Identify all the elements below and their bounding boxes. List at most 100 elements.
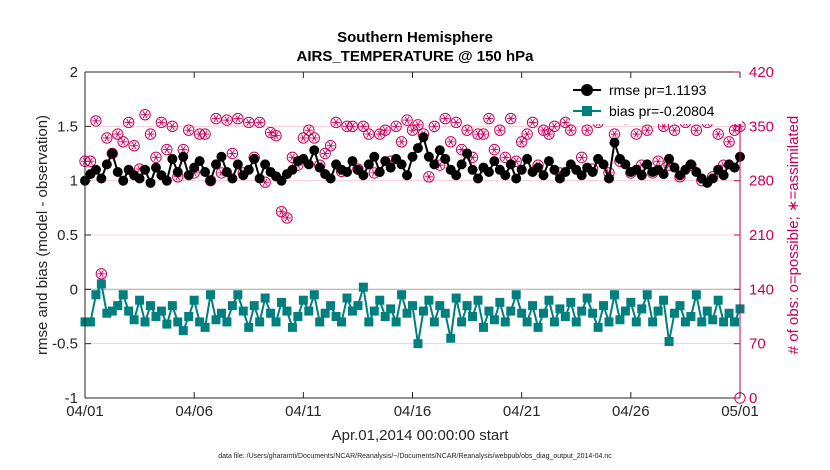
bias-point bbox=[304, 306, 314, 316]
obs-assimilated-marker bbox=[501, 153, 510, 162]
x-tick-label: 04/01 bbox=[66, 403, 104, 420]
bias-point bbox=[178, 326, 188, 336]
y-right-tick-label: 210 bbox=[749, 227, 774, 244]
bias-point bbox=[375, 295, 385, 305]
obs-possible-marker bbox=[122, 116, 135, 129]
bias-point bbox=[648, 317, 658, 327]
obs-possible-marker bbox=[499, 151, 511, 164]
obs-assimilated-marker bbox=[102, 134, 111, 142]
rmse-point bbox=[140, 164, 151, 175]
bias-point bbox=[347, 306, 357, 316]
rmse-point bbox=[669, 162, 680, 173]
bias-point bbox=[206, 290, 216, 300]
bias-point bbox=[255, 317, 265, 327]
bias-point bbox=[462, 301, 472, 311]
bias-point bbox=[724, 308, 734, 318]
obs-possible-marker bbox=[690, 124, 703, 136]
obs-possible-marker bbox=[281, 212, 293, 224]
y-tick-label: 1 bbox=[70, 173, 78, 190]
obs-possible-marker bbox=[226, 147, 239, 160]
bias-point bbox=[358, 282, 368, 292]
rmse-point bbox=[150, 162, 161, 173]
rmse-point bbox=[161, 175, 172, 186]
rmse-point bbox=[287, 164, 298, 175]
bias-point bbox=[675, 301, 685, 311]
bias-point bbox=[653, 306, 663, 316]
y-tick-label: -0.5 bbox=[52, 336, 78, 353]
rmse-point bbox=[505, 159, 516, 170]
obs-assimilated-marker bbox=[255, 118, 264, 127]
rmse-point bbox=[309, 145, 320, 156]
rmse-point bbox=[511, 173, 522, 184]
rmse-point bbox=[407, 151, 418, 162]
bias-point bbox=[135, 295, 145, 305]
bias-point bbox=[162, 319, 172, 329]
bias-point bbox=[118, 290, 128, 300]
obs-assimilated-marker bbox=[632, 130, 641, 138]
y-right-tick-label: 70 bbox=[749, 336, 766, 353]
x-tick-label: 05/01 bbox=[721, 403, 759, 420]
bias-point bbox=[282, 306, 292, 316]
obs-possible-marker bbox=[395, 136, 408, 148]
obs-possible-marker bbox=[363, 128, 375, 140]
obs-possible-marker bbox=[330, 116, 342, 129]
obs-possible-marker bbox=[712, 128, 724, 140]
obs-assimilated-marker bbox=[119, 138, 128, 146]
rmse-point bbox=[729, 162, 740, 173]
bias-point bbox=[386, 304, 396, 314]
rmse-point bbox=[538, 170, 549, 181]
rmse-point bbox=[249, 153, 260, 164]
bias-point bbox=[113, 301, 123, 311]
rmse-point bbox=[560, 166, 571, 177]
bias-point bbox=[364, 317, 374, 327]
rmse-point bbox=[620, 159, 631, 170]
obs-assimilated-marker bbox=[730, 126, 739, 134]
bias-point bbox=[200, 322, 210, 332]
bias-point bbox=[708, 315, 718, 325]
obs-assimilated-marker bbox=[282, 214, 291, 222]
obs-possible-marker bbox=[630, 128, 642, 140]
obs-assimilated-marker bbox=[359, 122, 368, 131]
x-tick-label: 04/11 bbox=[285, 403, 321, 420]
bias-point bbox=[331, 312, 341, 321]
obs-possible-marker bbox=[324, 140, 337, 152]
legend-rmse-label: rmse pr=1.1193 bbox=[609, 82, 707, 98]
rmse-point bbox=[412, 143, 423, 154]
obs-assimilated-marker bbox=[392, 122, 401, 131]
y-right-axis-label: # of obs: o=possible; ∗=assimilated bbox=[785, 116, 802, 355]
bias-point bbox=[697, 317, 707, 327]
obs-assimilated-marker bbox=[577, 153, 586, 162]
bias-point bbox=[102, 308, 112, 318]
chart-title: Southern Hemisphere bbox=[337, 29, 493, 46]
y-tick-label: -1 bbox=[65, 390, 78, 407]
y-tick-label: 1.5 bbox=[57, 118, 78, 135]
y-tick-label: 0.5 bbox=[57, 227, 78, 244]
rmse-point bbox=[216, 151, 227, 162]
bias-point bbox=[478, 322, 488, 332]
bias-point bbox=[719, 317, 729, 327]
obs-assimilated-marker bbox=[408, 126, 417, 134]
bias-point bbox=[495, 297, 505, 307]
obs-assimilated-marker bbox=[528, 118, 537, 127]
obs-assimilated-marker bbox=[539, 126, 548, 134]
obs-assimilated-marker bbox=[244, 118, 253, 127]
rmse-point bbox=[489, 156, 500, 167]
bias-point bbox=[146, 301, 155, 311]
bias-point bbox=[686, 312, 696, 321]
bias-point bbox=[435, 301, 445, 311]
obs-assimilated-marker bbox=[168, 122, 177, 131]
bias-point bbox=[593, 322, 603, 332]
bias-point bbox=[320, 308, 330, 318]
obs-assimilated-marker bbox=[162, 145, 171, 154]
bias-point bbox=[566, 297, 576, 307]
obs-possible-marker bbox=[90, 115, 102, 127]
obs-possible-marker bbox=[319, 147, 331, 160]
rmse-point bbox=[107, 148, 118, 159]
bias-point bbox=[615, 315, 625, 325]
obs-assimilated-marker bbox=[610, 130, 619, 138]
bias-point bbox=[473, 295, 483, 305]
bias-point bbox=[353, 301, 363, 311]
bias-point bbox=[184, 312, 194, 321]
legend-rmse-marker bbox=[581, 84, 593, 96]
obs-possible-marker bbox=[543, 128, 555, 140]
